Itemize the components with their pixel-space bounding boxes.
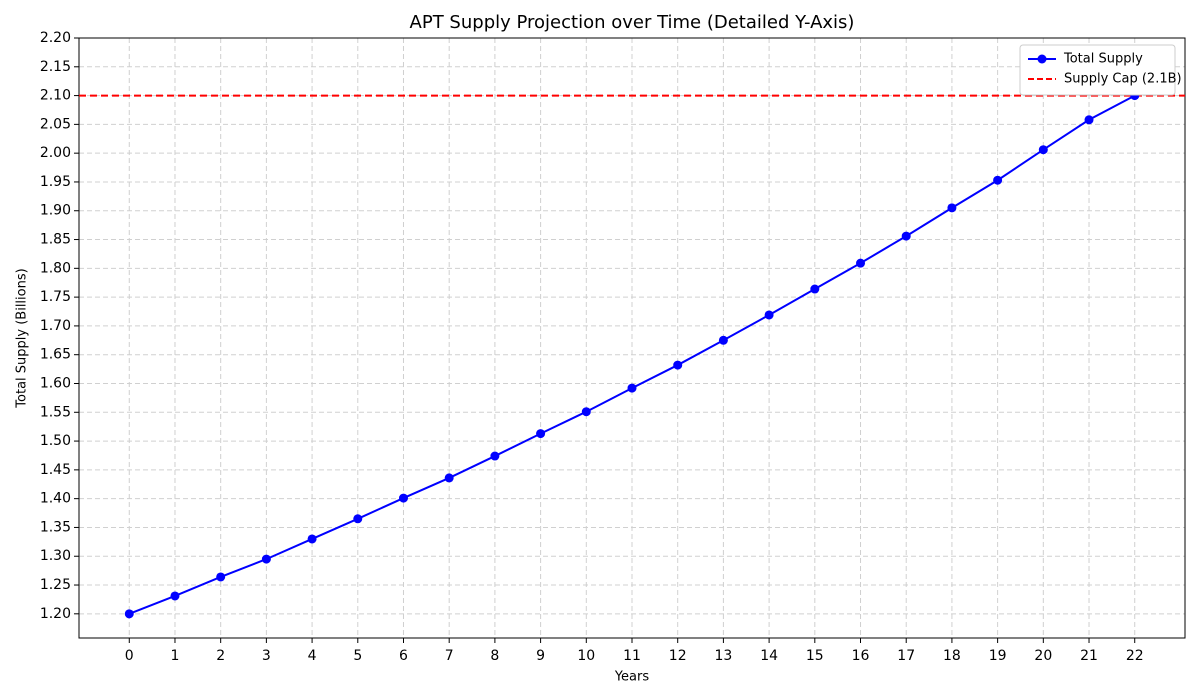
x-tick-label: 6: [399, 648, 408, 664]
x-tick-label: 21: [1080, 648, 1098, 664]
point: [353, 514, 363, 524]
point: [718, 335, 728, 345]
point: [581, 407, 591, 417]
y-tick-label: 1.70: [40, 318, 71, 334]
y-tick-label: 1.20: [40, 606, 71, 622]
y-tick-label: 2.00: [40, 145, 71, 161]
point: [627, 383, 637, 393]
y-tick-label: 1.25: [40, 577, 71, 593]
y-tick-label: 1.30: [40, 548, 71, 564]
y-tick-label: 1.65: [40, 347, 71, 363]
point: [810, 284, 820, 294]
x-tick-label: 7: [445, 648, 454, 664]
x-tick-label: 19: [989, 648, 1007, 664]
point: [216, 572, 226, 582]
point: [398, 493, 408, 503]
point: [764, 310, 774, 320]
x-tick-label: 12: [669, 648, 687, 664]
point: [124, 609, 134, 619]
y-tick-label: 1.60: [40, 375, 71, 391]
x-tick-label: 8: [490, 648, 499, 664]
x-tick-label: 5: [353, 648, 362, 664]
point: [901, 231, 911, 241]
x-tick-label: 18: [943, 648, 961, 664]
legend: Total Supply Supply Cap (2.1B): [1019, 44, 1182, 96]
y-tick-label: 2.15: [40, 59, 71, 75]
x-tick-label: 1: [171, 648, 180, 664]
point: [1084, 115, 1094, 125]
chart-title: APT Supply Projection over Time (Detaile…: [410, 12, 855, 33]
x-tick-label: 15: [806, 648, 824, 664]
point: [444, 473, 454, 483]
x-axis-label: Years: [614, 670, 650, 685]
y-tick-label: 1.80: [40, 260, 71, 276]
y-tick-label: 1.90: [40, 203, 71, 219]
legend-marker: [1037, 54, 1047, 64]
point: [536, 429, 546, 439]
y-tick-label: 1.40: [40, 491, 71, 507]
legend-label: Total Supply: [1063, 52, 1143, 67]
point: [947, 203, 957, 213]
y-tick-label: 1.95: [40, 174, 71, 190]
point: [307, 534, 317, 544]
point: [1038, 145, 1048, 155]
point: [170, 591, 180, 601]
x-tick-label: 3: [262, 648, 271, 664]
plot-frame: [78, 37, 1186, 639]
y-tick-label: 1.85: [40, 232, 71, 248]
y-tick-label: 2.10: [40, 88, 71, 104]
y-tick-label: 1.50: [40, 433, 71, 449]
x-tick-label: 4: [308, 648, 317, 664]
x-tick-label: 9: [536, 648, 545, 664]
x-tick-label: 14: [760, 648, 778, 664]
x-tick-label: 17: [897, 648, 915, 664]
y-axis-label: Total Supply (Billions): [15, 268, 30, 408]
x-tick-label: 10: [577, 648, 595, 664]
x-tick-label: 11: [623, 648, 641, 664]
point: [993, 175, 1003, 185]
y-tick-label: 1.75: [40, 289, 71, 305]
legend-label: Supply Cap (2.1B): [1064, 72, 1182, 87]
y-tick-label: 1.35: [40, 519, 71, 535]
point: [490, 451, 500, 461]
x-tick-label: 13: [714, 648, 732, 664]
point: [856, 258, 866, 268]
x-tick-label: 20: [1034, 648, 1052, 664]
y-tick-label: 1.45: [40, 462, 71, 478]
x-tick-label: 0: [125, 648, 134, 664]
y-tick-label: 2.05: [40, 116, 71, 132]
point: [673, 360, 683, 370]
legend-box: [1019, 44, 1176, 96]
x-tick-label: 16: [852, 648, 870, 664]
y-tick-label: 2.20: [40, 30, 71, 46]
point: [261, 554, 271, 564]
x-tick-label: 2: [216, 648, 225, 664]
x-tick-label: 22: [1126, 648, 1144, 664]
y-tick-label: 1.55: [40, 404, 71, 420]
